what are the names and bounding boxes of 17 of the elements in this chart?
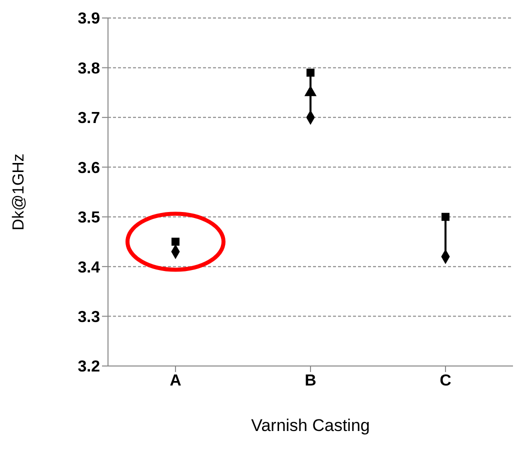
point <box>442 212 450 221</box>
y-tick-label: 3.9 <box>78 10 100 28</box>
y-tick-label: 3.3 <box>78 308 100 326</box>
x-axis-title: Varnish Casting <box>251 416 370 435</box>
point <box>306 68 314 77</box>
x-tick-label: B <box>304 372 316 390</box>
y-tick-label: 3.7 <box>78 110 100 128</box>
x-tick-label: C <box>440 372 452 390</box>
x-tick-label: A <box>170 372 182 390</box>
y-tick-label: 3.5 <box>78 210 100 227</box>
y-axis-title: Dk@1GHz <box>10 154 28 230</box>
y-tick-label: 3.2 <box>78 358 100 376</box>
y-tick-label: 3.4 <box>78 259 100 276</box>
point <box>304 86 317 96</box>
point <box>172 238 180 246</box>
y-tick-label: 3.6 <box>78 160 100 177</box>
y-tick-label: 3.8 <box>78 60 100 78</box>
